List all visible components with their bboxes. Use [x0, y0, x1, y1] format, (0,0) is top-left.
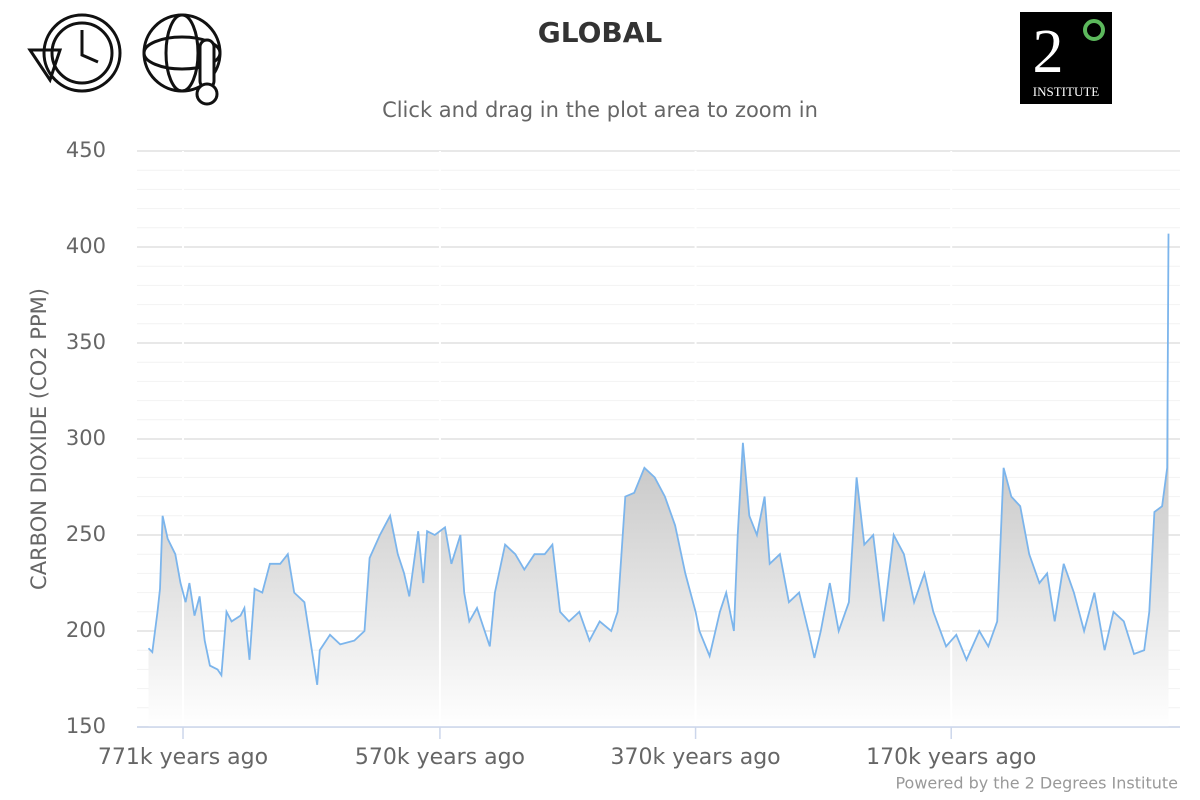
y-tick-label: 250 — [66, 522, 106, 546]
logo-text: INSTITUTE — [1033, 84, 1099, 99]
x-tick-label: 170k years ago — [866, 745, 1036, 770]
area — [148, 233, 1169, 727]
chart-subtitle: Click and drag in the plot area to zoom … — [382, 98, 818, 122]
x-tick-label: 771k years ago — [98, 745, 268, 770]
y-tick-label: 450 — [66, 138, 106, 162]
y-axis-label: CARBON DIOXIDE (CO2 PPM) — [27, 288, 51, 590]
x-tick-label: 370k years ago — [610, 745, 780, 770]
y-tick-label: 200 — [66, 618, 106, 642]
line — [147, 233, 1170, 685]
logo: 2 INSTITUTE — [1020, 12, 1112, 104]
y-tick-label: 300 — [66, 426, 106, 450]
chart-title: GLOBAL — [538, 16, 663, 49]
x-tick-label: 570k years ago — [355, 745, 525, 770]
logo-numeral: 2 — [1033, 18, 1064, 86]
credits: Powered by the 2 Degrees Institute — [895, 774, 1178, 793]
y-tick-label: 350 — [66, 330, 106, 354]
y-tick-label: 150 — [66, 714, 106, 738]
y-tick-label: 400 — [66, 234, 106, 258]
icons — [27, 13, 222, 106]
